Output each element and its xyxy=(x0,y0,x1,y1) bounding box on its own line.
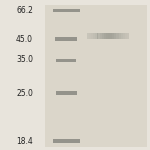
FancyBboxPatch shape xyxy=(55,37,77,41)
FancyBboxPatch shape xyxy=(118,33,121,39)
Text: 35.0: 35.0 xyxy=(16,56,33,64)
FancyBboxPatch shape xyxy=(100,33,102,39)
FancyBboxPatch shape xyxy=(102,33,104,39)
FancyBboxPatch shape xyxy=(123,33,125,39)
FancyBboxPatch shape xyxy=(45,4,147,147)
FancyBboxPatch shape xyxy=(91,33,93,39)
FancyBboxPatch shape xyxy=(52,9,80,12)
FancyBboxPatch shape xyxy=(114,33,116,39)
FancyBboxPatch shape xyxy=(108,33,110,39)
FancyBboxPatch shape xyxy=(125,33,127,39)
FancyBboxPatch shape xyxy=(116,33,119,39)
FancyBboxPatch shape xyxy=(52,139,80,143)
FancyBboxPatch shape xyxy=(110,33,112,39)
FancyBboxPatch shape xyxy=(89,33,91,39)
FancyBboxPatch shape xyxy=(87,33,89,39)
Text: 66.2: 66.2 xyxy=(16,6,33,15)
FancyBboxPatch shape xyxy=(121,33,123,39)
FancyBboxPatch shape xyxy=(95,33,98,39)
FancyBboxPatch shape xyxy=(106,33,108,39)
FancyBboxPatch shape xyxy=(98,33,100,39)
Text: 25.0: 25.0 xyxy=(16,88,33,98)
FancyBboxPatch shape xyxy=(56,58,76,61)
FancyBboxPatch shape xyxy=(56,91,76,95)
FancyBboxPatch shape xyxy=(93,33,95,39)
FancyBboxPatch shape xyxy=(112,33,114,39)
FancyBboxPatch shape xyxy=(127,33,129,39)
Text: 45.0: 45.0 xyxy=(16,34,33,43)
Text: 18.4: 18.4 xyxy=(16,136,33,146)
FancyBboxPatch shape xyxy=(104,33,106,39)
